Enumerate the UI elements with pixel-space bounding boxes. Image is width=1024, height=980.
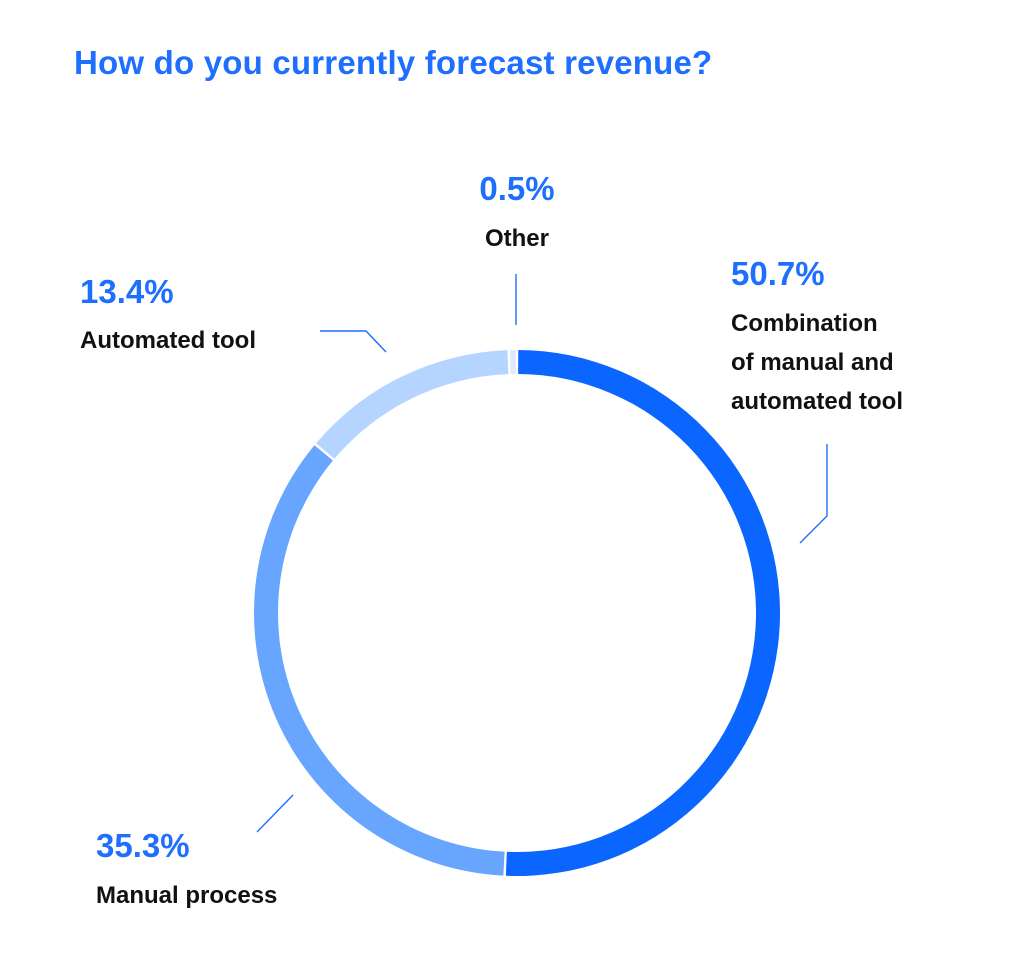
category-label-other: Other	[485, 225, 549, 252]
percent-label-other: 0.5%	[479, 170, 554, 207]
leader-lines	[256, 274, 828, 833]
slice-combination-of-manual-and-automated-tool	[505, 350, 780, 876]
slice-manual-process	[253, 445, 505, 876]
slice-labels: 50.7% Combination of manual and automated t…	[80, 170, 903, 909]
donut-slices	[253, 350, 780, 876]
slice-automated-tool	[316, 350, 509, 459]
category-label-automated-tool: Automated tool	[80, 327, 256, 354]
slice-other	[509, 350, 516, 375]
percent-label-combination-of-manual-and-automated-tool: 50.7%	[731, 255, 825, 292]
category-label-manual-process: Manual process	[96, 882, 277, 909]
category-label-combination-of-manual-and-automated-tool: Combination	[731, 310, 878, 337]
category-label-combination-of-manual-and-automated-tool: of manual and	[731, 349, 894, 376]
category-label-combination-of-manual-and-automated-tool: automated tool	[731, 388, 903, 415]
leader-line-manual-process	[256, 794, 294, 833]
percent-label-manual-process: 35.3%	[96, 827, 190, 864]
chart-title: How do you currently forecast revenue?	[74, 44, 713, 81]
percent-label-automated-tool: 13.4%	[80, 273, 174, 310]
leader-line-automated-tool	[320, 330, 387, 353]
leader-line-combination-of-manual-and-automated-tool	[799, 444, 828, 544]
